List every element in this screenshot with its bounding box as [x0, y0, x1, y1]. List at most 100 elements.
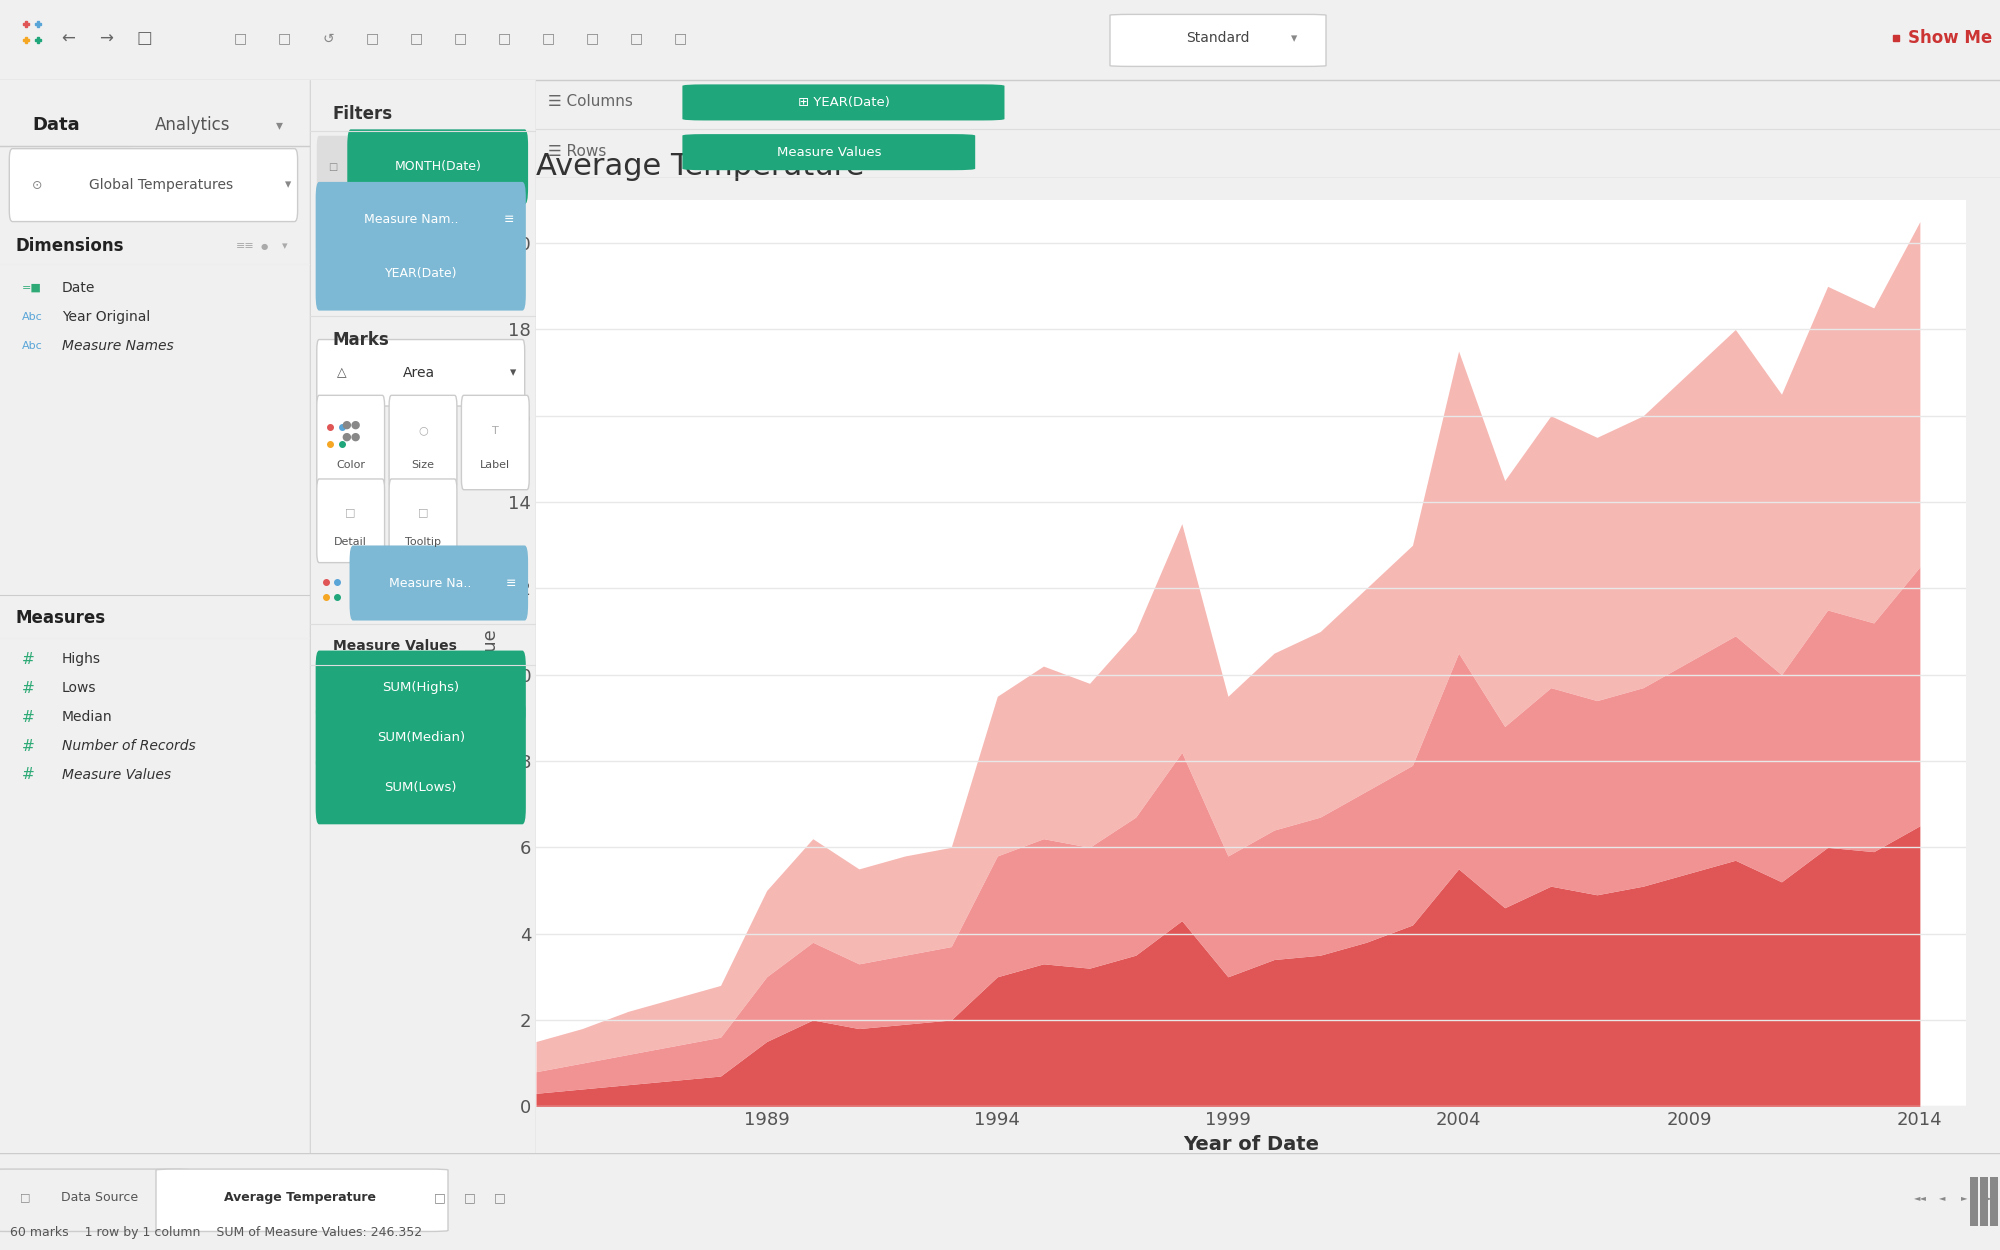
Text: ▾: ▾: [276, 118, 282, 132]
FancyBboxPatch shape: [316, 235, 526, 310]
Text: ◄: ◄: [1938, 1192, 1946, 1201]
Text: Lows: Lows: [62, 681, 96, 695]
FancyBboxPatch shape: [316, 650, 526, 724]
Text: Measure Names: Measure Names: [62, 339, 174, 352]
Text: □: □: [346, 508, 356, 518]
Text: SUM(Highs): SUM(Highs): [382, 680, 460, 694]
Text: MONTH(Date): MONTH(Date): [394, 160, 482, 174]
Text: ◄◄: ◄◄: [1914, 1192, 1926, 1201]
Text: =■: =■: [22, 282, 42, 292]
Text: ↺: ↺: [322, 31, 334, 45]
Text: SUM(Median): SUM(Median): [376, 731, 464, 744]
Text: Abc: Abc: [22, 341, 42, 351]
Text: Measure Na..: Measure Na..: [388, 576, 470, 590]
FancyBboxPatch shape: [156, 1169, 448, 1231]
Text: Data: Data: [32, 116, 80, 134]
Text: □: □: [234, 31, 246, 45]
Text: SUM(Lows): SUM(Lows): [384, 781, 456, 794]
Text: ⊙: ⊙: [32, 179, 42, 191]
Text: Number of Records: Number of Records: [62, 739, 196, 752]
Text: □: □: [630, 31, 642, 45]
Text: Date: Date: [62, 281, 96, 295]
Text: ►►: ►►: [1980, 1192, 1992, 1201]
Text: □: □: [20, 1192, 30, 1202]
Text: Global Temperatures: Global Temperatures: [90, 177, 234, 192]
Text: Detail: Detail: [334, 538, 368, 548]
Text: □: □: [434, 1191, 446, 1204]
Text: ▾: ▾: [286, 179, 292, 191]
Text: Size: Size: [412, 460, 434, 470]
FancyBboxPatch shape: [316, 395, 384, 490]
FancyBboxPatch shape: [1990, 1178, 1998, 1225]
Text: □: □: [498, 31, 510, 45]
FancyBboxPatch shape: [316, 751, 526, 824]
Text: ○: ○: [418, 426, 428, 436]
Text: #: #: [22, 739, 34, 754]
Text: ☰ Rows: ☰ Rows: [548, 144, 606, 159]
Text: Show Me: Show Me: [1908, 30, 1992, 48]
Text: Marks: Marks: [332, 330, 390, 349]
Text: □: □: [418, 508, 428, 518]
Text: Abc: Abc: [22, 312, 42, 322]
FancyBboxPatch shape: [350, 545, 528, 620]
Text: 60 marks    1 row by 1 column    SUM of Measure Values: 246.352: 60 marks 1 row by 1 column SUM of Measur…: [10, 1226, 422, 1239]
Text: △: △: [336, 366, 346, 379]
Text: ●: ●: [260, 241, 268, 251]
Text: →: →: [100, 30, 112, 48]
Text: □: □: [328, 161, 338, 171]
Text: Data Source: Data Source: [62, 1191, 138, 1204]
Text: ☰ Columns: ☰ Columns: [548, 94, 632, 109]
Text: #: #: [22, 768, 34, 782]
Text: YEAR(Date): YEAR(Date): [384, 266, 456, 280]
FancyBboxPatch shape: [1980, 1178, 1988, 1225]
Text: Filters: Filters: [332, 105, 392, 124]
Text: □: □: [410, 31, 422, 45]
FancyBboxPatch shape: [462, 395, 530, 490]
FancyBboxPatch shape: [316, 136, 348, 198]
Text: #: #: [22, 710, 34, 725]
Text: ►: ►: [1960, 1192, 1968, 1201]
Text: Median: Median: [62, 710, 112, 724]
Text: Label: Label: [480, 460, 510, 470]
Text: □: □: [366, 31, 378, 45]
FancyBboxPatch shape: [316, 479, 384, 562]
Text: T: T: [492, 426, 498, 436]
Text: ⊞ YEAR(Date): ⊞ YEAR(Date): [798, 96, 890, 109]
FancyBboxPatch shape: [316, 340, 524, 406]
FancyBboxPatch shape: [682, 134, 976, 170]
Text: Color: Color: [336, 460, 366, 470]
FancyBboxPatch shape: [390, 479, 456, 562]
FancyBboxPatch shape: [1110, 15, 1326, 66]
Y-axis label: Value: Value: [482, 629, 500, 678]
Text: Measures: Measures: [16, 610, 106, 628]
Text: □: □: [494, 1191, 506, 1204]
Text: Dimensions: Dimensions: [16, 238, 124, 255]
Text: ▾: ▾: [510, 366, 516, 379]
FancyBboxPatch shape: [0, 1169, 190, 1231]
FancyBboxPatch shape: [390, 395, 456, 490]
Text: □: □: [542, 31, 554, 45]
Text: ▾: ▾: [282, 241, 288, 251]
Text: □: □: [674, 31, 686, 45]
FancyBboxPatch shape: [316, 182, 526, 258]
Text: □: □: [586, 31, 598, 45]
FancyBboxPatch shape: [316, 701, 526, 774]
Text: Area: Area: [402, 366, 434, 380]
Text: □: □: [464, 1191, 476, 1204]
Text: Highs: Highs: [62, 652, 100, 666]
Text: #: #: [22, 680, 34, 695]
FancyBboxPatch shape: [10, 149, 298, 221]
Text: Measure Values: Measure Values: [332, 639, 456, 654]
Text: □: □: [454, 31, 466, 45]
X-axis label: Year of Date: Year of Date: [1184, 1135, 1320, 1154]
Text: ●●
●●: ●● ●●: [340, 420, 360, 441]
Text: Year Original: Year Original: [62, 310, 150, 324]
Text: #: #: [22, 651, 34, 666]
Text: ▾: ▾: [1290, 32, 1298, 45]
Text: ≡: ≡: [506, 576, 516, 590]
Text: Standard: Standard: [1186, 31, 1250, 45]
Text: Measure Values: Measure Values: [776, 146, 882, 159]
Text: □: □: [278, 31, 290, 45]
Text: ←: ←: [62, 30, 74, 48]
Text: □: □: [136, 30, 152, 48]
